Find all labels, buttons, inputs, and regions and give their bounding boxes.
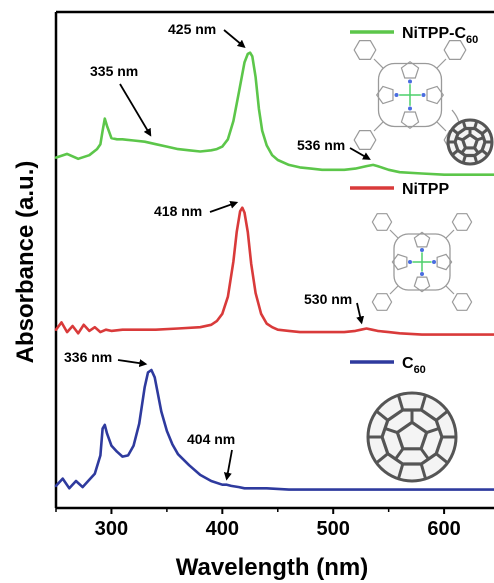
annotation-arrow bbox=[223, 449, 233, 481]
x-tick-label: 400 bbox=[206, 518, 239, 540]
annotation-arrow bbox=[356, 302, 365, 325]
legend-label: C60 bbox=[402, 355, 426, 376]
y-axis-title: Absorbance (a.u.) bbox=[12, 161, 39, 364]
tick-layer: 300 400 500 600 bbox=[55, 508, 461, 540]
annotation-arrow bbox=[119, 83, 152, 137]
axes-frame bbox=[54, 10, 494, 510]
c60-small-structure-image bbox=[446, 118, 494, 166]
annotation-label: 530 nm bbox=[304, 291, 352, 307]
c60-structure-image bbox=[366, 391, 458, 483]
x-tick-label: 500 bbox=[317, 518, 350, 540]
annotation-arrow bbox=[209, 200, 239, 213]
series-line-0 bbox=[54, 51, 494, 176]
annotation-label: 404 nm bbox=[187, 431, 235, 447]
x-tick-label: 600 bbox=[427, 518, 460, 540]
annotation-label: 425 nm bbox=[168, 21, 216, 37]
x-tick-label: 300 bbox=[95, 518, 128, 540]
series-layer bbox=[54, 51, 494, 491]
legend-layer: NiTPP-C60 NiTPP C60 bbox=[350, 25, 478, 376]
series-line-1 bbox=[54, 206, 494, 336]
x-axis-title: Wavelength (nm) bbox=[176, 554, 368, 581]
series-line-2 bbox=[54, 368, 494, 491]
legend-label: NiTPP bbox=[402, 181, 449, 198]
nitpp-c60-structure-image bbox=[353, 40, 467, 150]
molecule-illustrations bbox=[353, 40, 494, 483]
legend-label: NiTPP-C60 bbox=[402, 25, 478, 46]
annotation-label: 335 nm bbox=[90, 63, 138, 79]
annotation-layer: 335 nm 425 nm 536 nm 418 nm 530 nm 336 nm 404 … bbox=[64, 21, 371, 481]
nitpp-structure-image bbox=[371, 213, 473, 311]
annotation-arrow bbox=[223, 29, 246, 48]
annotation-label: 536 nm bbox=[297, 137, 345, 153]
annotation-arrow bbox=[349, 147, 371, 160]
annotation-arrow bbox=[117, 359, 148, 368]
annotation-label: 418 nm bbox=[154, 203, 202, 219]
annotation-label: 336 nm bbox=[64, 349, 112, 365]
